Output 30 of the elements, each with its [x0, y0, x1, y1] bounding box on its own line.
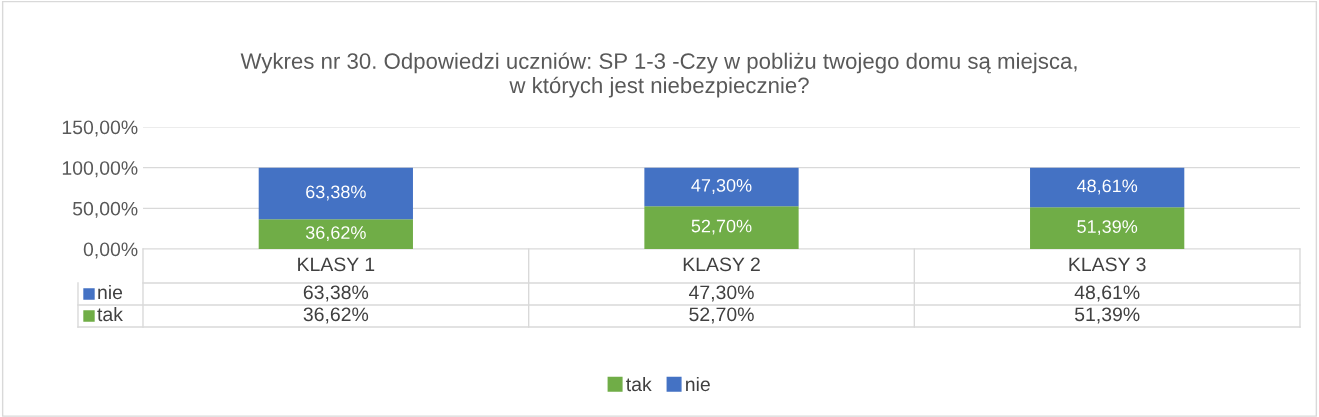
bar: [1030, 207, 1185, 249]
text: 47,30%: [691, 178, 752, 194]
data-label: 52,70%: [689, 307, 754, 324]
data-label: 47,30%: [688, 285, 754, 302]
text: 36,62%: [305, 226, 366, 242]
data-label: 51,39%: [1074, 307, 1140, 324]
text: 63,38%: [306, 185, 366, 201]
data-label: 63,38%: [303, 285, 369, 302]
bar: [644, 206, 799, 249]
y-tick-label: 50,00%: [72, 201, 138, 218]
text: 51,39%: [1077, 220, 1138, 236]
text: 48,61%: [1076, 179, 1138, 195]
chart-title: Wykres nr 30. Odpowiedzi uczniów: SP 1-3 -Czy w pobliżu twojego domu są miejsca, w których jest niebezpiecznie?: [240, 52, 1077, 98]
x-tick-label: KLASY 3: [1069, 257, 1146, 272]
y-tick-label: 100,00%: [62, 161, 138, 178]
x-tick-label: KLASY 2: [683, 257, 760, 272]
data-label: 36,62%: [303, 307, 369, 324]
data-label: 48,61%: [1074, 285, 1140, 302]
legend-label: tak: [626, 376, 652, 392]
legend-label: nie: [98, 284, 123, 300]
text: nie: [686, 376, 710, 392]
x-tick-label: KLASY 1: [298, 257, 375, 272]
y-tick-label: 150,00%: [62, 120, 138, 137]
y-tick-label: 0,00%: [83, 242, 138, 259]
text: tak: [97, 306, 123, 322]
bar: [258, 219, 413, 249]
bar: [644, 167, 799, 207]
bar: [258, 167, 413, 220]
text: 52,70%: [691, 219, 752, 235]
bar: [1030, 167, 1185, 208]
